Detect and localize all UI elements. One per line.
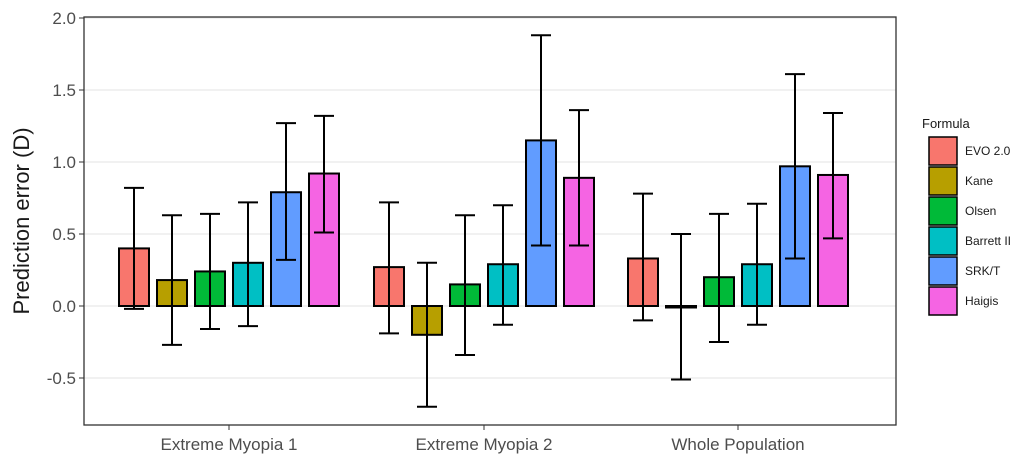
legend-label: Olsen xyxy=(965,204,996,218)
x-tick-label: Whole Population xyxy=(671,435,804,454)
y-tick-label: 0.5 xyxy=(52,225,76,244)
legend-label: Haigis xyxy=(965,294,998,308)
legend-swatch xyxy=(928,136,958,166)
error-bars-layer xyxy=(124,34,843,408)
y-tick-label: 1.0 xyxy=(52,153,76,172)
y-tick-label: 1.5 xyxy=(52,81,76,100)
legend-title: Formula xyxy=(922,116,970,131)
legend-swatch xyxy=(928,166,958,196)
x-tick-label: Extreme Myopia 1 xyxy=(161,435,298,454)
y-tick-label: 0.0 xyxy=(52,297,76,316)
legend-label: SRK/T xyxy=(965,264,1001,278)
y-tick-label: 2.0 xyxy=(52,9,76,28)
legend-swatch xyxy=(928,286,958,316)
legend: Formula EVO 2.0 Kane Olsen Barrett II SRK/T H… xyxy=(922,116,1011,316)
legend-swatch xyxy=(928,226,958,256)
legend-swatch xyxy=(928,256,958,286)
legend-swatch xyxy=(928,196,958,226)
x-tick-label: Extreme Myopia 2 xyxy=(416,435,553,454)
legend-label: Barrett II xyxy=(965,234,1011,248)
legend-label: EVO 2.0 xyxy=(965,144,1011,158)
y-axis-title: Prediction error (D) xyxy=(9,127,34,314)
y-tick-label: -0.5 xyxy=(47,369,76,388)
y-axis: -0.5 0.0 0.5 1.0 1.5 2.0 xyxy=(47,9,84,388)
x-axis: Extreme Myopia 1 Extreme Myopia 2 Whole Po… xyxy=(161,425,805,454)
plot-panel-border xyxy=(83,16,897,426)
legend-label: Kane xyxy=(965,174,993,188)
